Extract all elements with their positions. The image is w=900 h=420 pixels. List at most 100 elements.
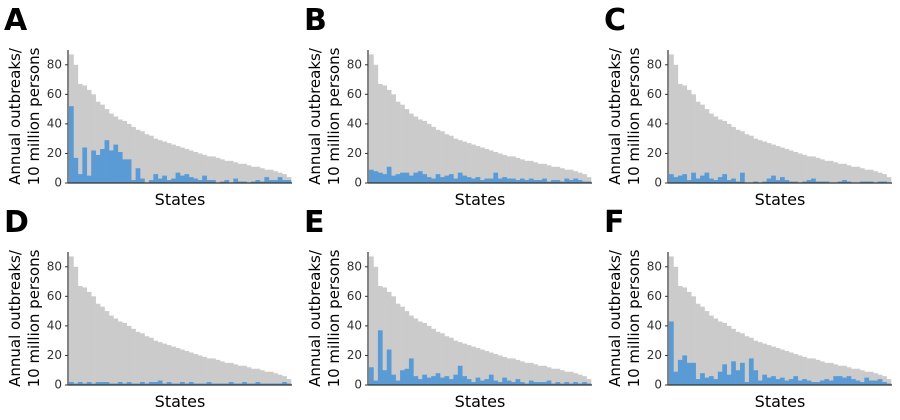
- total-bar: [108, 315, 114, 385]
- y-tick-label: 0: [654, 176, 662, 190]
- total-bar: [286, 379, 292, 385]
- total-bar: [373, 64, 379, 183]
- total-bar: [431, 328, 436, 385]
- outbreak-bar: [233, 178, 239, 183]
- y-tick-label: 60: [647, 289, 662, 303]
- outbreak-bar: [788, 379, 794, 385]
- total-bar: [69, 256, 74, 385]
- outbreak-bar: [166, 180, 172, 183]
- outbreak-bar: [104, 140, 110, 183]
- outbreak-bar: [686, 362, 692, 385]
- outbreak-bar: [797, 380, 803, 385]
- outbreak-bar: [462, 376, 467, 385]
- total-bar: [886, 379, 892, 385]
- total-bar: [824, 362, 830, 385]
- outbreak-bar: [717, 177, 723, 183]
- outbreak-bar: [842, 377, 847, 385]
- total-bar: [264, 371, 270, 385]
- total-bar: [882, 174, 887, 183]
- outbreak-bar: [73, 383, 79, 385]
- outbreak-bar: [82, 147, 88, 183]
- y-tick-label: 40: [47, 318, 62, 332]
- outbreak-bar: [273, 383, 278, 385]
- outbreak-bar: [766, 178, 772, 183]
- outbreak-bar: [91, 383, 96, 385]
- outbreak-bar: [471, 178, 476, 183]
- total-bar: [453, 340, 459, 385]
- outbreak-bar: [73, 157, 79, 183]
- total-bar: [206, 358, 212, 385]
- outbreak-bar: [568, 383, 574, 385]
- total-bar: [695, 101, 701, 183]
- total-bar: [386, 89, 392, 183]
- total-bar: [568, 371, 574, 385]
- outbreak-bar: [373, 380, 379, 385]
- outbreak-bar: [511, 382, 516, 385]
- outbreak-bar: [197, 180, 203, 183]
- total-bar: [404, 311, 410, 385]
- total-bar: [842, 365, 847, 385]
- total-bar: [193, 353, 199, 385]
- total-bar: [717, 119, 723, 183]
- total-bar: [435, 331, 441, 385]
- outbreak-bar: [735, 370, 741, 385]
- total-bar: [431, 126, 436, 183]
- total-bar: [417, 321, 423, 385]
- total-bar: [677, 83, 683, 183]
- outbreak-bar: [502, 177, 507, 183]
- total-bar: [153, 340, 159, 385]
- panel-letter: D: [4, 205, 29, 240]
- total-bar: [140, 333, 145, 385]
- outbreak-bar: [268, 383, 274, 385]
- outbreak-bar: [542, 178, 547, 183]
- outbreak-bar: [771, 175, 776, 183]
- y-axis-label: 10 million persons: [625, 47, 643, 185]
- outbreak-bar: [704, 377, 710, 385]
- total-bar: [546, 367, 552, 385]
- total-bar: [157, 140, 163, 183]
- total-bar: [864, 169, 870, 183]
- outbreak-bar: [444, 175, 450, 183]
- outbreak-bar: [731, 178, 736, 183]
- total-bar: [166, 345, 172, 385]
- total-bar: [126, 325, 132, 385]
- y-tick-label: 20: [47, 348, 62, 362]
- total-bar: [440, 333, 445, 385]
- total-bar: [533, 162, 539, 183]
- outbreak-bar: [586, 181, 592, 183]
- outbreak-bar: [731, 361, 736, 385]
- total-bar: [859, 168, 865, 183]
- y-axis-label: Annual outbreaks/: [6, 249, 24, 387]
- outbreak-bar: [400, 370, 405, 385]
- outbreak-bar: [726, 374, 732, 385]
- total-bar: [700, 104, 705, 183]
- outbreak-bar: [762, 181, 767, 183]
- total-bar: [551, 166, 556, 183]
- total-bar: [577, 172, 583, 183]
- total-bar: [515, 359, 521, 385]
- outbreak-bar: [551, 383, 556, 385]
- total-bar: [740, 333, 745, 385]
- outbreak-bar: [148, 180, 154, 183]
- total-bar: [246, 367, 252, 385]
- outbreak-bar: [117, 382, 123, 385]
- total-bar: [157, 342, 163, 385]
- total-bar: [713, 116, 719, 183]
- outbreak-bar: [471, 382, 476, 385]
- total-bar: [793, 353, 799, 385]
- outbreak-bar: [391, 175, 396, 183]
- total-bar: [197, 355, 203, 385]
- outbreak-bar: [202, 175, 207, 183]
- outbreak-bar: [700, 175, 705, 183]
- outbreak-bar: [395, 380, 401, 385]
- total-bar: [731, 126, 736, 183]
- y-tick-label: 0: [654, 378, 662, 392]
- outbreak-bar: [555, 382, 561, 385]
- outbreak-bar: [448, 174, 454, 183]
- total-bar: [404, 109, 410, 183]
- outbreak-bar: [140, 178, 145, 183]
- total-bar: [211, 156, 216, 183]
- total-bar: [413, 318, 419, 385]
- total-bar: [669, 256, 674, 385]
- total-bar: [497, 153, 503, 183]
